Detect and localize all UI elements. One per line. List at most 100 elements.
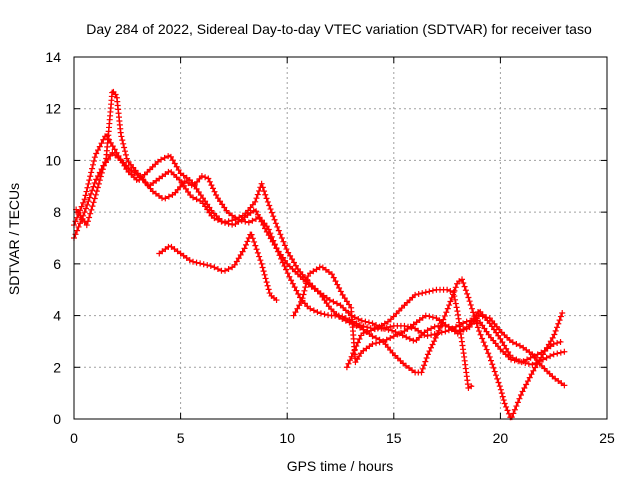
x-tick-label: 0 <box>70 430 78 446</box>
grid-lines <box>74 57 607 419</box>
data-point <box>321 297 328 304</box>
data-point <box>510 410 517 417</box>
data-point <box>330 298 337 305</box>
data-point <box>183 174 190 181</box>
data-point <box>242 241 249 248</box>
data-point <box>235 255 242 262</box>
data-point <box>211 264 218 271</box>
data-point <box>261 188 268 195</box>
data-point <box>419 365 426 372</box>
data-point <box>554 339 561 346</box>
y-tick-label: 4 <box>53 308 61 324</box>
data-point <box>310 268 317 275</box>
series-layer <box>71 88 568 421</box>
data-point <box>495 379 502 386</box>
data-point <box>396 307 403 314</box>
series-track-1 <box>71 133 568 368</box>
data-point <box>319 264 326 271</box>
data-point <box>249 235 256 242</box>
data-point <box>272 220 279 227</box>
data-point <box>229 212 236 219</box>
data-point <box>524 378 531 385</box>
data-point <box>482 342 489 349</box>
data-point <box>461 283 468 290</box>
data-point <box>213 191 220 198</box>
x-tick-labels: 0 5 10 15 20 25 <box>70 430 615 446</box>
data-point <box>517 391 524 398</box>
data-point <box>84 184 91 191</box>
data-point <box>541 348 548 355</box>
data-point <box>211 188 218 195</box>
data-point <box>249 217 256 224</box>
data-point <box>511 406 518 413</box>
data-point <box>258 260 265 267</box>
data-point <box>156 250 163 257</box>
data-point <box>557 313 564 320</box>
data-point <box>552 327 559 334</box>
data-point <box>174 248 181 255</box>
data-point <box>94 172 101 179</box>
data-point <box>274 248 281 255</box>
data-point <box>97 173 104 180</box>
data-point <box>199 195 206 202</box>
data-point <box>486 353 493 360</box>
data-point <box>122 151 129 158</box>
data-point <box>534 351 541 358</box>
data-point <box>520 344 527 351</box>
data-point <box>336 284 343 291</box>
data-point <box>86 177 93 184</box>
data-point <box>91 195 98 202</box>
data-point <box>460 279 467 286</box>
data-point <box>465 294 472 301</box>
data-point <box>263 223 270 230</box>
data-point <box>85 180 92 187</box>
y-tick-label: 0 <box>53 411 61 427</box>
data-point <box>287 252 294 259</box>
data-point <box>406 335 413 342</box>
data-point <box>87 210 94 217</box>
y-tick-label: 14 <box>45 49 61 65</box>
data-point <box>557 349 564 356</box>
data-point <box>195 188 202 195</box>
data-point <box>77 220 84 227</box>
data-point <box>387 334 394 341</box>
data-point <box>431 323 438 330</box>
data-point <box>254 191 261 198</box>
data-point <box>479 335 486 342</box>
data-point <box>513 403 520 410</box>
data-point <box>298 298 305 305</box>
series-line <box>75 152 563 363</box>
data-point <box>260 268 267 275</box>
data-point <box>428 325 435 332</box>
data-point <box>90 183 97 190</box>
data-point <box>85 198 92 205</box>
data-point <box>150 179 157 186</box>
data-point <box>509 339 516 346</box>
data-point <box>409 367 416 374</box>
data-point <box>112 91 119 98</box>
data-point <box>527 354 534 361</box>
data-point <box>454 308 461 315</box>
data-point <box>396 330 403 337</box>
data-point <box>424 327 431 334</box>
data-point <box>283 246 290 253</box>
data-point <box>81 218 88 225</box>
data-point <box>445 324 452 331</box>
data-point <box>169 157 176 164</box>
data-point <box>214 266 221 273</box>
data-point <box>109 89 116 96</box>
data-point <box>346 301 353 308</box>
data-point <box>162 195 169 202</box>
data-point <box>442 328 449 335</box>
data-point <box>429 287 436 294</box>
data-point <box>128 167 135 174</box>
data-point <box>362 318 369 325</box>
data-point <box>214 195 221 202</box>
data-point <box>93 150 100 157</box>
data-point <box>99 166 106 173</box>
data-point <box>289 256 296 263</box>
data-point <box>477 319 484 326</box>
data-point <box>268 233 275 240</box>
data-point <box>509 354 516 361</box>
data-point <box>91 179 98 186</box>
